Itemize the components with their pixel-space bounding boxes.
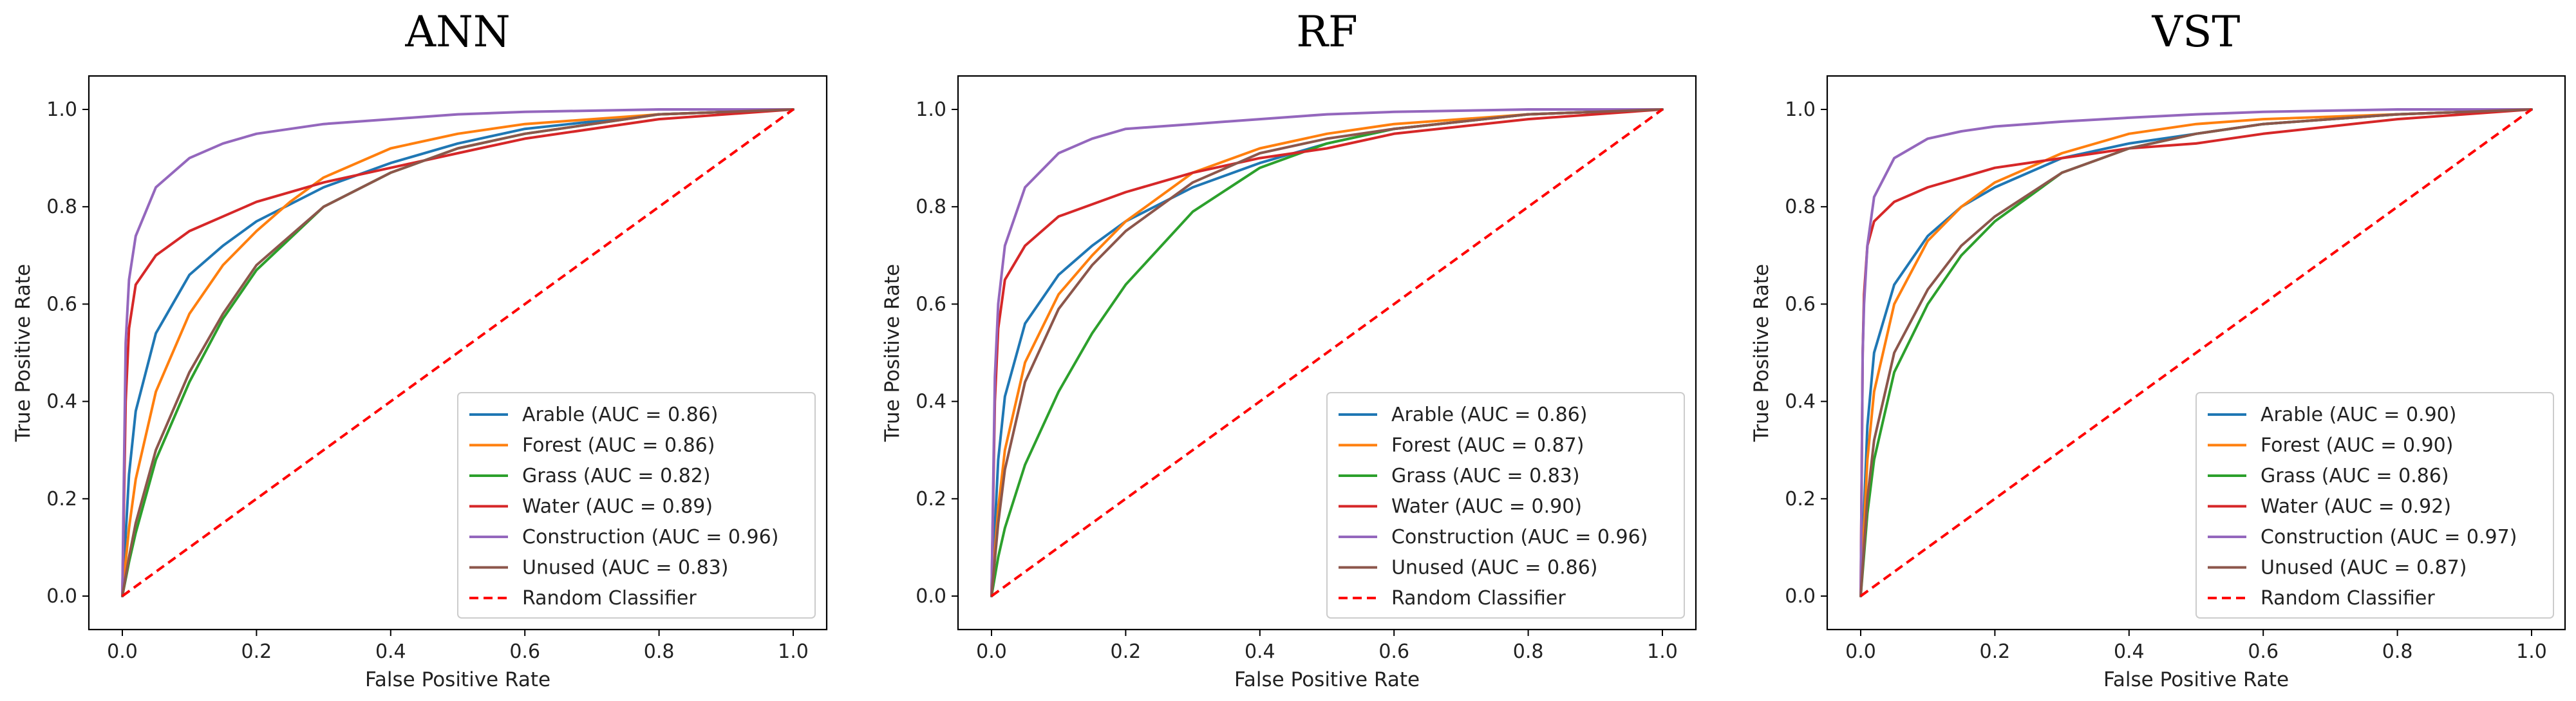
x-axis-label: False Positive Rate [365,668,550,691]
chart-title: RF [1296,7,1358,57]
x-axis-label: False Positive Rate [1234,668,1420,691]
legend: Arable (AUC = 0.90) Forest (AUC = 0.90) Gr… [2195,392,2554,619]
legend-label: Forest (AUC = 0.86) [522,435,715,457]
x-tick-label: 0.0 [1845,640,1876,663]
series-line-1 [990,108,1664,597]
x-tick-label: 1.0 [1647,640,1678,663]
y-tick-label: 0.2 [1785,488,1816,510]
x-tick-label: 1.0 [778,640,809,663]
legend-label: Water (AUC = 0.89) [522,496,713,518]
legend-label: Arable (AUC = 0.86) [1391,404,1587,426]
y-tick-label: 0.2 [916,488,946,510]
chart-title: VST [2152,7,2241,57]
y-tick-label: 0.4 [1785,391,1816,413]
y-tick-label: 0.0 [1785,585,1816,608]
x-tick-label: 0.2 [1111,640,1142,663]
y-tick-label: 0.8 [46,196,77,218]
y-tick-label: 0.4 [916,391,946,413]
x-tick-label: 0.8 [1513,640,1544,663]
series-line-1 [1859,108,2533,597]
x-tick-label: 0.6 [509,640,540,663]
x-tick-label: 0.8 [644,640,675,663]
legend-label: Grass (AUC = 0.83) [1391,465,1580,487]
y-tick-label: 0.2 [46,488,77,510]
series-line-5 [990,108,1664,597]
legend-box [457,392,816,619]
x-axis-label: False Positive Rate [2103,668,2289,691]
legend-label: Grass (AUC = 0.86) [2261,465,2449,487]
legend-label: Construction (AUC = 0.96) [522,526,778,548]
series-line-3 [121,108,794,597]
legend-label: Arable (AUC = 0.86) [522,404,718,426]
chart-panel-rf: RF 0.0 0.2 0.4 0.6 0.8 1.0 0.0 0.2 0.4 0.6 0.8 1.0 Fa… [881,7,1697,691]
series-line-6 [990,108,1664,597]
legend-label: Unused (AUC = 0.87) [2261,557,2467,579]
x-tick-label: 0.4 [1245,640,1275,663]
x-tick-label: 0.6 [2248,640,2279,663]
plot-frame [1826,75,2566,631]
series-line-4 [121,108,794,597]
plot-frame [88,75,828,631]
series-line-5 [121,108,794,597]
legend-label: Unused (AUC = 0.83) [522,557,729,579]
legend-box [2195,392,2554,619]
y-tick-label: 0.0 [916,585,946,608]
legend-label: Arable (AUC = 0.90) [2261,404,2456,426]
x-tick-label: 0.0 [107,640,138,663]
legend-label: Unused (AUC = 0.86) [1391,557,1598,579]
series-group [990,108,1664,597]
x-tick-label: 0.8 [2382,640,2413,663]
legend-box [1326,392,1685,619]
plot-frame [957,75,1697,631]
chart-title: ANN [404,7,510,57]
y-tick-label: 0.4 [46,391,77,413]
chart-panel-vst: VST 0.0 0.2 0.4 0.6 0.8 1.0 0.0 0.2 0.4 0.6 0.8 1.0 F… [1750,7,2566,691]
y-tick-label: 1.0 [46,98,77,121]
y-tick-label: 0.0 [46,585,77,608]
legend: Arable (AUC = 0.86) Forest (AUC = 0.86) Gr… [457,392,816,619]
y-tick-label: 0.8 [916,196,946,218]
legend-label: Random Classifier [1391,587,1566,610]
series-line-6 [121,108,794,597]
x-tick-label: 0.0 [976,640,1007,663]
y-axis-label: True Positive Rate [881,264,904,442]
x-tick-label: 1.0 [2516,640,2547,663]
series-group [121,108,794,597]
y-tick-label: 0.8 [1785,196,1816,218]
series-line-5 [1859,108,2533,597]
series-line-6 [1859,108,2533,597]
series-group [1859,108,2533,597]
legend: Arable (AUC = 0.86) Forest (AUC = 0.87) Gr… [1326,392,1685,619]
x-tick-label: 0.4 [2114,640,2145,663]
y-tick-label: 0.6 [1785,293,1816,315]
y-axis-label: True Positive Rate [1750,264,1773,442]
series-line-1 [121,108,794,597]
y-tick-label: 0.6 [46,293,77,315]
legend-label: Random Classifier [522,587,697,610]
series-line-0 [121,108,794,597]
y-tick-label: 1.0 [1785,98,1816,121]
legend-label: Construction (AUC = 0.97) [2261,526,2517,548]
legend-label: Grass (AUC = 0.82) [522,465,711,487]
legend-label: Random Classifier [2261,587,2435,610]
legend-label: Forest (AUC = 0.87) [1391,435,1584,457]
legend-label: Water (AUC = 0.92) [2261,496,2451,518]
y-tick-label: 1.0 [916,98,946,121]
chart-panel-ann: ANN 0.0 0.2 0.4 0.6 0.8 1.0 0.0 0.2 0.4 0.6 0.8 1.0 F… [12,7,828,691]
series-line-4 [990,108,1664,597]
legend-label: Forest (AUC = 0.90) [2261,435,2453,457]
x-tick-label: 0.2 [1980,640,2011,663]
y-axis-label: True Positive Rate [12,264,35,442]
series-line-4 [1859,108,2533,597]
legend-label: Construction (AUC = 0.96) [1391,526,1648,548]
y-tick-label: 0.6 [916,293,946,315]
x-tick-label: 0.6 [1378,640,1409,663]
x-tick-label: 0.4 [375,640,406,663]
x-tick-label: 0.2 [241,640,272,663]
legend-label: Water (AUC = 0.90) [1391,496,1582,518]
